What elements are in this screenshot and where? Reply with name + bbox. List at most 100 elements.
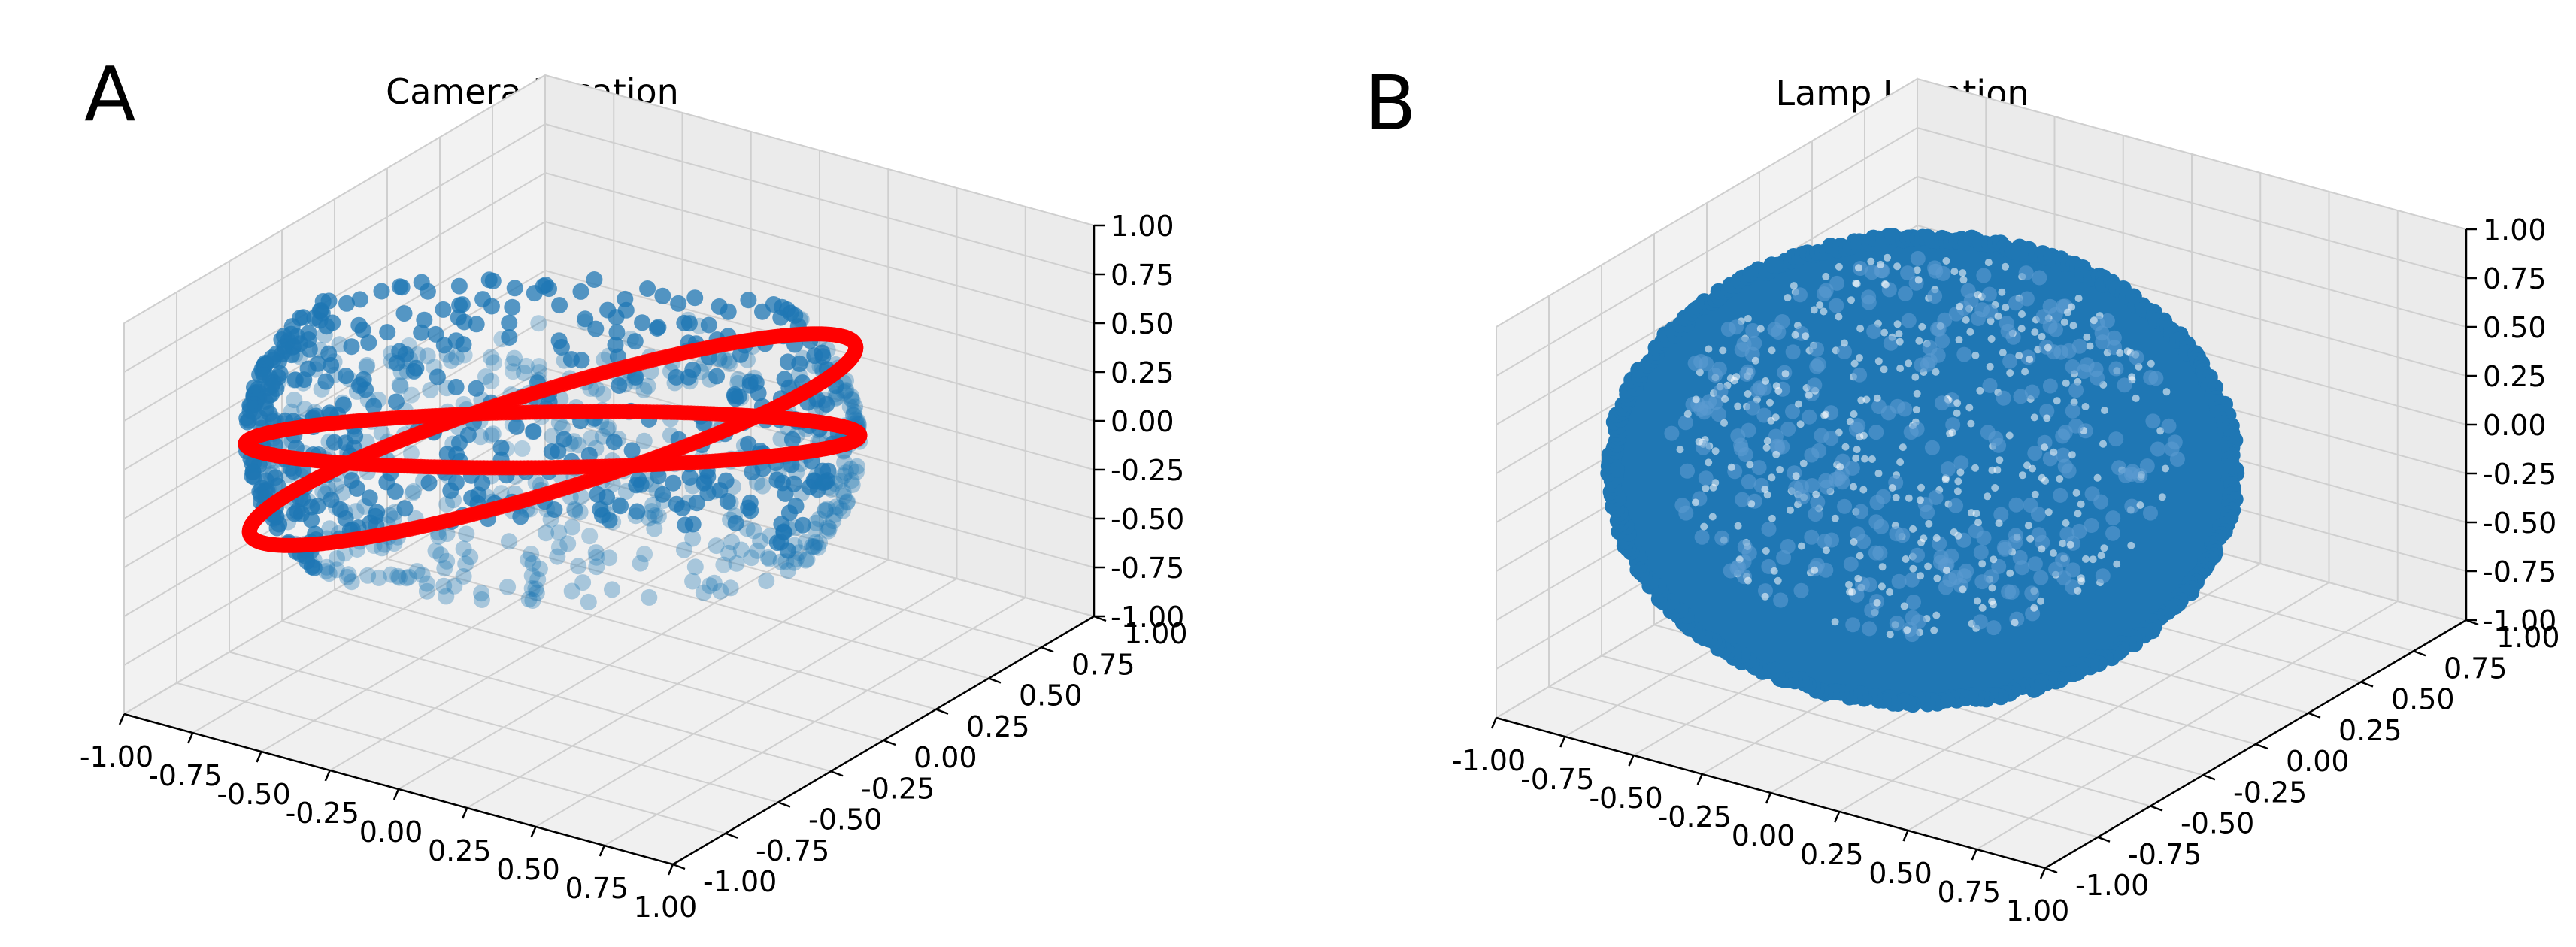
lamp-point [1768,474,1776,482]
lamp-point [1780,539,1796,554]
lamp-point [2029,464,2036,473]
lamp-point [1924,440,1940,455]
y-tick-mark [2097,836,2111,843]
camera-point [743,549,760,567]
camera-point [842,461,859,477]
lamp-point [1762,377,1770,385]
camera-point [820,519,837,536]
lamp-point [1787,506,1794,514]
x-tick-label: -0.50 [1589,782,1662,815]
lamp-point [2084,518,2099,533]
camera-point [677,516,694,534]
lamp-point [1747,500,1756,508]
y-tick-mark [883,739,896,746]
camera-point [786,537,803,554]
camera-point [818,395,835,413]
camera-point [759,549,777,566]
camera-point [604,581,620,598]
lamp-point [1873,598,1881,607]
camera-point [834,502,851,519]
lamp-point [2060,318,2068,326]
lamp-point [1933,574,1941,582]
camera-point [523,546,540,563]
lamp-point [1776,466,1784,474]
camera-point [754,477,771,495]
lamp-point [1853,280,1861,288]
grid-line [1496,127,1918,377]
camera-point [329,550,345,567]
lamp-point [1941,476,1950,484]
y-tick-mark [777,801,791,808]
camera-point [814,348,832,365]
lamp-point [1735,492,1750,507]
camera-point [283,318,301,335]
z-tick-label: -1.00 [2483,604,2556,637]
lamp-point [1928,489,1944,505]
camera-point [320,433,338,450]
lamp-point [1956,346,1972,362]
lamp-point [2033,570,2049,585]
lamp-point [1664,425,1680,441]
lamp-point [1804,529,1820,545]
lamp-point [1986,362,1994,371]
camera-point [501,329,518,346]
camera-point [477,368,494,385]
camera-point [517,357,535,374]
lamp-point [2065,359,2080,374]
lamp-point [1918,322,1926,331]
camera-point [728,555,745,572]
camera-point [787,551,805,567]
lamp-point [2162,388,2171,396]
lamp-point [2083,333,2091,341]
y-tick-mark [2150,805,2163,812]
camera-point [400,568,417,585]
grid-line [466,559,889,809]
camera-point [788,427,805,444]
lamp-point [1774,387,1783,395]
camera-point [701,371,718,388]
camera-point [599,301,617,319]
lamp-point [1768,346,1776,355]
lamp-point [1910,250,1926,266]
camera-point [391,569,408,586]
lamp-point [1980,425,1996,440]
y-tick-label: 0.50 [1019,679,1083,713]
camera-point [523,580,541,597]
camera-point [670,295,687,312]
lamp-point [2024,522,2032,530]
lamp-point [1948,428,1956,437]
lamp-point [2167,434,2183,450]
lamp-point [2093,494,2109,510]
lamp-point [1674,498,1690,513]
camera-point [814,474,832,492]
lamp-point [1773,592,1789,608]
x-tick-mark [392,788,400,800]
camera-point [563,582,580,600]
lamp-point [1756,325,1765,333]
x-tick-label: -0.50 [217,778,290,811]
camera-point [448,349,465,366]
camera-point [531,560,548,577]
camera-point [538,501,556,518]
lamp-point [1692,498,1699,507]
camera-point [438,588,455,605]
camera-point [524,555,541,572]
camera-point [538,525,555,542]
camera-point [581,528,599,545]
camera-point [654,287,671,304]
camera-point [846,404,863,421]
x-tick-mark [1490,717,1498,729]
lamp-point [1877,582,1886,591]
z-tick-label: 1.00 [1111,210,1174,243]
y-tick-mark [935,708,949,715]
camera-point [787,498,805,515]
lamp-point [2056,447,2071,463]
camera-point [472,428,489,446]
lamp-point [1909,422,1925,437]
lamp-point [1810,495,1826,510]
grid-line [604,597,1026,846]
camera-point [338,568,356,585]
lamp-point [1988,598,1996,606]
camera-point [508,418,525,435]
